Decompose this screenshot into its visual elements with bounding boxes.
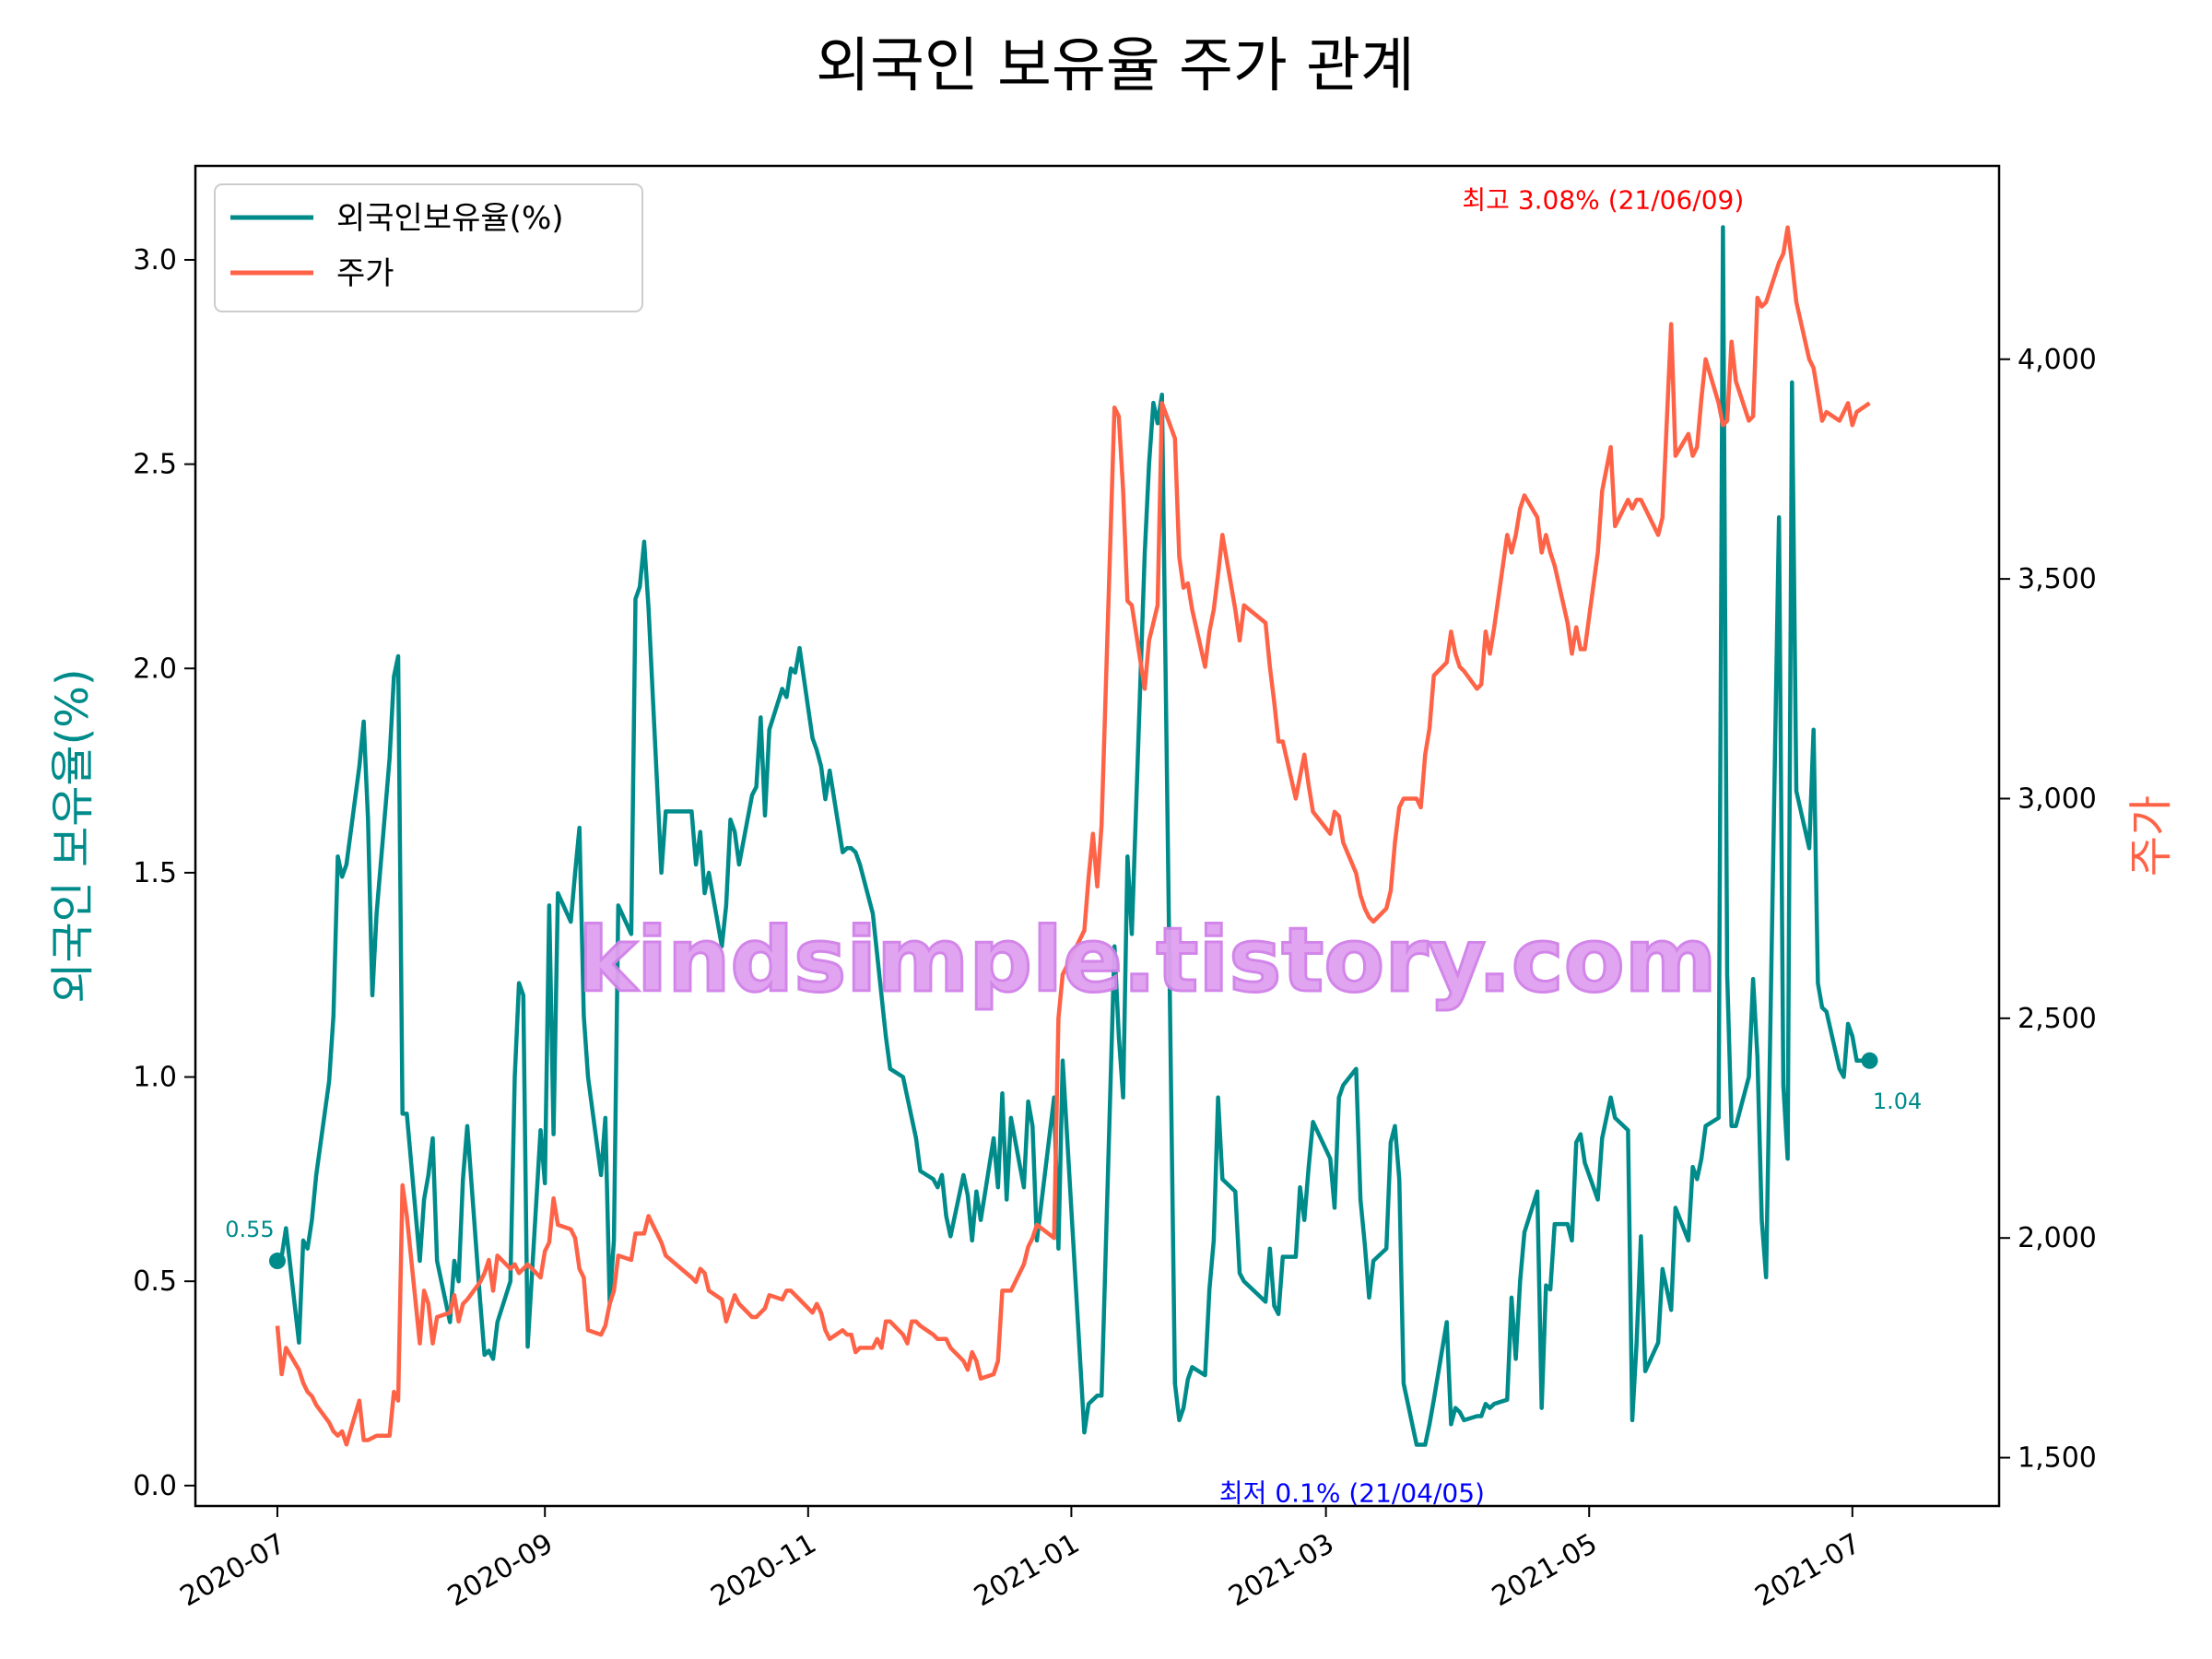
y-right-tick-label: 1,500 — [2018, 1442, 2097, 1475]
y-left-tick-label: 0.5 — [133, 1265, 177, 1298]
max-annotation: 최고 3.08% (21/06/09) — [1462, 184, 1744, 215]
legend-label-foreign: 외국인보유율(%) — [336, 200, 564, 237]
legend-label-price: 주가 — [336, 255, 394, 292]
y-left-tick-label: 1.0 — [133, 1062, 177, 1094]
start-value-label: 0.55 — [225, 1217, 274, 1242]
end-point-marker — [1861, 1052, 1878, 1069]
y-left-tick-label: 3.0 — [133, 244, 177, 276]
y-right-tick-group: 1,500 2,000 2,500 3,000 3,500 4,000 — [1999, 344, 2097, 1475]
y-left-tick-label: 2.5 — [133, 449, 177, 481]
series-line-foreign-ownership — [276, 225, 1870, 1447]
chart-title: 외국인 보유율 주가 관계 — [816, 32, 1415, 100]
point-marks — [268, 1052, 1878, 1270]
watermark: kindsimple.tistory.com — [578, 909, 1716, 1012]
legend: 외국인보유율(%) 주가 — [214, 183, 643, 312]
y-left-tick-label: 2.0 — [133, 653, 177, 685]
y-right-axis-label: 주가 — [2125, 795, 2177, 877]
y-right-tick-label: 3,000 — [2018, 782, 2097, 815]
y-right-tick-label: 2,500 — [2018, 1003, 2097, 1035]
end-value-label: 1.04 — [1873, 1088, 1922, 1114]
start-point-marker — [268, 1253, 286, 1270]
min-annotation: 최저 0.1% (21/04/05) — [1219, 1478, 1485, 1509]
y-right-tick-label: 3,500 — [2018, 563, 2097, 595]
y-left-tick-group: 0.0 0.5 1.0 1.5 2.0 2.5 3.0 — [133, 244, 195, 1502]
series-line-stock-price — [275, 225, 1871, 1447]
y-left-axis-label: 외국인 보유율(%) — [47, 668, 99, 1003]
plot-frame — [194, 164, 2001, 1508]
y-left-tick-label: 0.0 — [133, 1470, 177, 1502]
legend-box — [214, 183, 643, 312]
y-right-tick-label: 4,000 — [2018, 344, 2097, 376]
y-right-tick-label: 2,000 — [2018, 1222, 2097, 1254]
y-left-tick-label: 1.5 — [133, 857, 177, 889]
